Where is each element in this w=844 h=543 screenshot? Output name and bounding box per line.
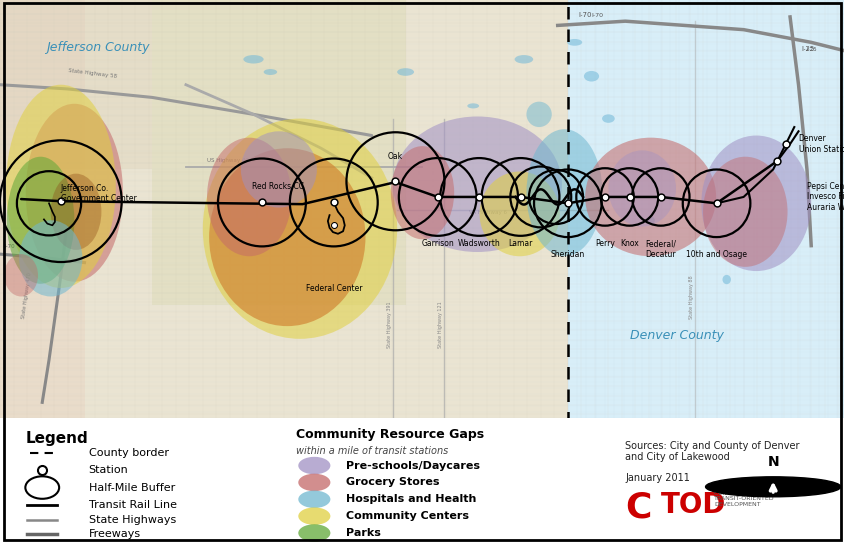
Text: Pre-schools/Daycares: Pre-schools/Daycares bbox=[346, 460, 480, 471]
Ellipse shape bbox=[390, 146, 454, 239]
Ellipse shape bbox=[722, 275, 730, 284]
Text: I-70: I-70 bbox=[578, 12, 592, 18]
Ellipse shape bbox=[514, 55, 533, 64]
Ellipse shape bbox=[298, 457, 330, 475]
Ellipse shape bbox=[203, 118, 397, 339]
Ellipse shape bbox=[479, 172, 560, 256]
Text: I-70: I-70 bbox=[591, 13, 603, 18]
Ellipse shape bbox=[583, 71, 598, 81]
FancyBboxPatch shape bbox=[0, 0, 84, 424]
Ellipse shape bbox=[646, 217, 654, 224]
Text: State Highway 88: State Highway 88 bbox=[688, 275, 693, 319]
Text: I-70: I-70 bbox=[4, 244, 15, 249]
Ellipse shape bbox=[608, 150, 675, 226]
Text: Federal/
Decatur: Federal/ Decatur bbox=[645, 239, 675, 258]
Ellipse shape bbox=[209, 148, 365, 326]
Ellipse shape bbox=[298, 473, 330, 491]
Text: Pepsi Center
Invesco Field
Auraria West: Pepsi Center Invesco Field Auraria West bbox=[806, 182, 844, 212]
Text: State Highway 121: State Highway 121 bbox=[437, 301, 442, 348]
Text: Red Rocks CC: Red Rocks CC bbox=[252, 182, 304, 192]
Text: Wadsworth: Wadsworth bbox=[457, 239, 500, 248]
Text: I-25: I-25 bbox=[800, 46, 814, 52]
Text: State Highways: State Highways bbox=[89, 515, 176, 525]
Ellipse shape bbox=[702, 157, 787, 267]
Text: VA Highway 6: VA Highway 6 bbox=[468, 210, 506, 215]
Text: Lamar: Lamar bbox=[508, 239, 532, 248]
Ellipse shape bbox=[701, 136, 810, 271]
Circle shape bbox=[705, 477, 840, 497]
Text: Garrison: Garrison bbox=[421, 239, 453, 248]
Ellipse shape bbox=[467, 103, 479, 109]
Text: Oak: Oak bbox=[387, 152, 403, 161]
Text: Freeways: Freeways bbox=[89, 529, 141, 539]
Text: Half-Mile Buffer: Half-Mile Buffer bbox=[89, 483, 175, 493]
Ellipse shape bbox=[25, 104, 123, 282]
Text: TOD: TOD bbox=[660, 490, 725, 519]
Ellipse shape bbox=[584, 137, 716, 256]
Ellipse shape bbox=[51, 174, 101, 250]
Text: Community Centers: Community Centers bbox=[346, 511, 469, 521]
Ellipse shape bbox=[4, 254, 38, 296]
Text: Sheridan: Sheridan bbox=[550, 250, 584, 259]
Text: State Highway 58: State Highway 58 bbox=[68, 68, 116, 79]
Ellipse shape bbox=[392, 117, 561, 252]
Text: State Highway 391: State Highway 391 bbox=[387, 302, 392, 348]
Ellipse shape bbox=[298, 525, 330, 542]
Ellipse shape bbox=[207, 137, 291, 256]
Ellipse shape bbox=[298, 490, 330, 508]
FancyBboxPatch shape bbox=[0, 418, 844, 543]
Text: Station: Station bbox=[89, 465, 128, 475]
Text: Jefferson County: Jefferson County bbox=[46, 41, 149, 54]
FancyBboxPatch shape bbox=[567, 0, 844, 424]
Text: Federal Center: Federal Center bbox=[306, 284, 361, 293]
Text: Sources: City and County of Denver
and City of Lakewood: Sources: City and County of Denver and C… bbox=[625, 440, 799, 462]
Text: within a mile of transit stations: within a mile of transit stations bbox=[295, 446, 447, 456]
FancyBboxPatch shape bbox=[0, 0, 567, 424]
Text: Perry: Perry bbox=[594, 239, 614, 248]
Ellipse shape bbox=[601, 115, 614, 123]
Text: Transit Rail Line: Transit Rail Line bbox=[89, 500, 176, 510]
Text: Hospitals and Health: Hospitals and Health bbox=[346, 494, 476, 504]
Ellipse shape bbox=[526, 102, 551, 127]
Text: N: N bbox=[766, 456, 778, 469]
FancyBboxPatch shape bbox=[0, 0, 152, 169]
Ellipse shape bbox=[6, 85, 116, 288]
Ellipse shape bbox=[263, 69, 277, 75]
Ellipse shape bbox=[397, 68, 414, 76]
Text: Community Resource Gaps: Community Resource Gaps bbox=[295, 428, 484, 441]
Ellipse shape bbox=[566, 39, 582, 46]
Text: CENTER FOR
TRANSIT-ORIENTED
DEVELOPMENT: CENTER FOR TRANSIT-ORIENTED DEVELOPMENT bbox=[713, 490, 774, 507]
Text: January 2011: January 2011 bbox=[625, 473, 690, 483]
Text: Denver
Union Station: Denver Union Station bbox=[798, 134, 844, 154]
Text: County border: County border bbox=[89, 448, 169, 458]
Text: Legend: Legend bbox=[25, 431, 88, 446]
Ellipse shape bbox=[7, 157, 74, 284]
Text: Denver County: Denver County bbox=[629, 329, 722, 342]
Text: State Highway 470: State Highway 470 bbox=[21, 272, 33, 319]
Text: C: C bbox=[625, 490, 651, 525]
Ellipse shape bbox=[241, 131, 316, 207]
Text: Parks: Parks bbox=[346, 528, 381, 538]
FancyBboxPatch shape bbox=[152, 0, 405, 305]
Ellipse shape bbox=[243, 55, 263, 64]
Text: I-25: I-25 bbox=[806, 47, 817, 52]
Text: Grocery Stores: Grocery Stores bbox=[346, 477, 440, 488]
Ellipse shape bbox=[19, 220, 83, 296]
Text: US Highway 40: US Highway 40 bbox=[207, 158, 249, 163]
Ellipse shape bbox=[526, 129, 602, 256]
Text: 10th and Osage: 10th and Osage bbox=[685, 250, 746, 259]
Ellipse shape bbox=[298, 507, 330, 525]
Text: Knox: Knox bbox=[619, 239, 638, 248]
Text: Jefferson Co.
Government Center: Jefferson Co. Government Center bbox=[61, 184, 137, 203]
